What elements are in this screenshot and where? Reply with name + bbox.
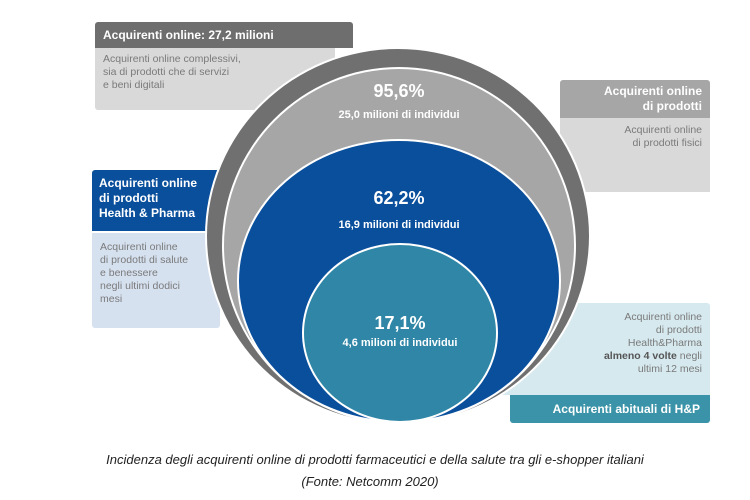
desc-line: e benessere: [100, 267, 158, 279]
percent-label: 17,1%: [374, 313, 426, 333]
desc-line: Acquirenti online: [624, 311, 702, 323]
desc-line: Acquirenti online: [100, 241, 178, 253]
total-buyers-title: Acquirenti online: 27,2 milioni: [95, 22, 353, 48]
desc-line: Health&Pharma: [627, 337, 702, 349]
title-line: Acquirenti online: [99, 176, 198, 190]
desc-line: Acquirenti online: [624, 124, 702, 136]
product-buyers-title: Acquirenti online di prodotti: [560, 80, 710, 118]
caption-source: (Fonte: Netcomm 2020): [301, 474, 439, 489]
desc-line: almeno 4 volte negli: [508, 350, 702, 363]
desc-line: di prodotti fisici: [632, 137, 702, 149]
title-line: di prodotti: [642, 99, 702, 113]
desc-line: e beni digitali: [103, 79, 165, 91]
individuals-label: 25,0 milioni di individui: [338, 109, 460, 121]
health-buyers-desc: Acquirenti online di prodotti di salute …: [92, 233, 220, 328]
habitual-buyers-title: Acquirenti abituali di H&P: [510, 395, 710, 423]
desc-line: mesi: [100, 293, 123, 305]
individuals-label: 4,6 milioni di individui: [342, 337, 458, 349]
desc-line: di prodotti di salute: [100, 254, 189, 266]
percent-label: 62,2%: [373, 188, 425, 208]
title-line: Acquirenti online: [603, 84, 702, 98]
product-buyers-desc: Acquirenti online di prodotti fisici: [560, 118, 710, 192]
desc-line: sia di prodotti che di servizi: [103, 66, 230, 78]
title-line: Health & Pharma: [99, 206, 196, 220]
total-buyers-desc: Acquirenti online complessivi, sia di pr…: [103, 53, 241, 92]
health-buyers-title: Acquirenti online di prodotti Health & P…: [92, 170, 222, 231]
desc-line: negli ultimi dodici: [100, 280, 180, 292]
percent-label: 95,6%: [373, 81, 425, 101]
circle-habitual-buyers: 17,1% 4,6 milioni di individui: [302, 243, 498, 423]
individuals-label: 16,9 milioni di individui: [338, 219, 460, 231]
desc-bold: almeno 4 volte: [603, 350, 677, 362]
desc-line: Acquirenti online complessivi,: [103, 53, 241, 65]
desc-line: di prodotti: [655, 324, 702, 336]
desc-line: ultimi 12 mesi: [637, 363, 702, 375]
title-line: di prodotti: [99, 191, 159, 205]
caption: Incidenza degli acquirenti online di pro…: [106, 452, 644, 467]
desc-rest: negli: [676, 350, 702, 362]
